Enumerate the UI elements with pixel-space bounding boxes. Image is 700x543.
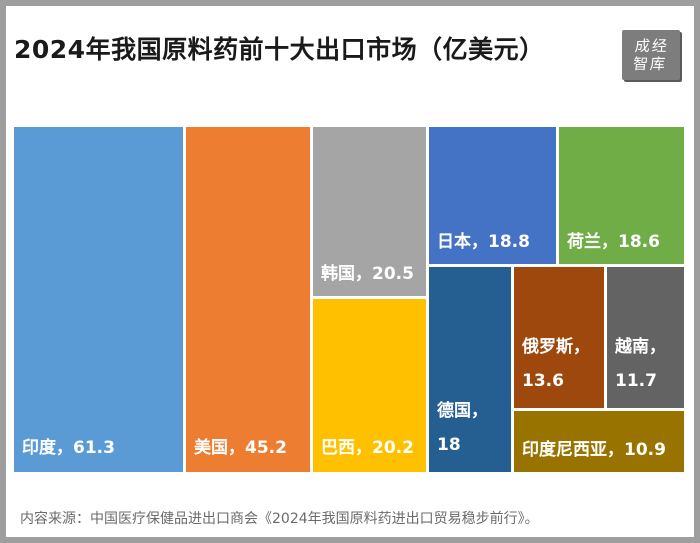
treemap-tile-9 (607, 267, 684, 408)
source-note: 内容来源：中国医疗保健品进出口商会《2024年我国原料药进出口贸易稳步前行》。 (20, 511, 539, 527)
treemap-tile-label: 荷兰，18.6 (567, 232, 660, 252)
treemap-tile-4 (313, 299, 426, 472)
treemap-tile-label: 美国，45.2 (194, 438, 287, 458)
treemap-tile-1 (14, 127, 183, 472)
treemap-tile-label: 韩国，20.5 (321, 264, 414, 284)
treemap-tile-label: 俄罗斯， 13.6 (522, 337, 590, 391)
treemap-tile-8 (514, 267, 604, 408)
treemap-tile-label: 越南， 11.7 (615, 337, 666, 391)
treemap-tile-10 (514, 411, 684, 472)
treemap-tile-label: 印度尼西亚，10.9 (522, 440, 666, 460)
treemap-tile-3 (313, 127, 426, 296)
treemap-tile-5 (429, 127, 556, 264)
brand-logo: 成经智库 (622, 30, 680, 80)
treemap-tile-label: 印度，61.3 (22, 438, 115, 458)
treemap-tile-2 (186, 127, 310, 472)
treemap-tile-label: 德国， 18 (437, 401, 488, 455)
treemap-tile-7 (429, 267, 511, 472)
treemap-tile-label: 日本，18.8 (437, 232, 530, 252)
chart-title: 2024年我国原料药前十大出口市场（亿美元） (14, 35, 545, 64)
treemap-tile-label: 巴西，20.2 (321, 438, 414, 458)
treemap-tile-6 (559, 127, 684, 264)
